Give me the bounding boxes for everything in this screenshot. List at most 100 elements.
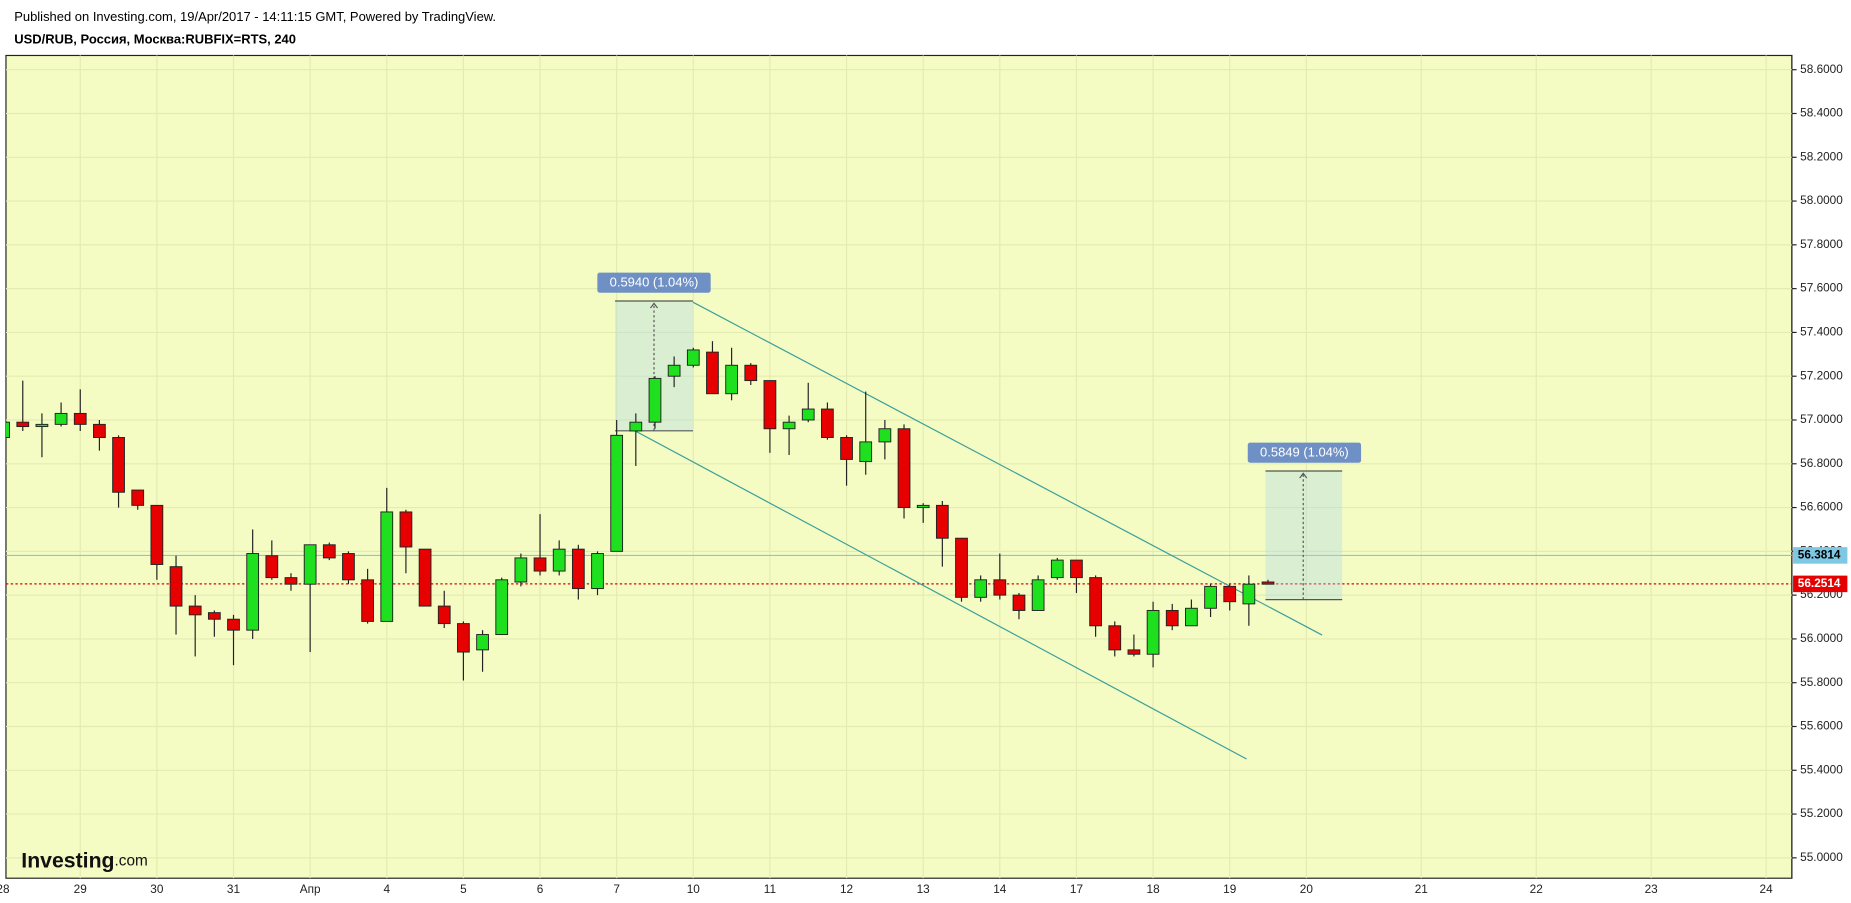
- candle-body: [361, 579, 374, 622]
- candle-body: [744, 364, 758, 382]
- price-label: 56.3814: [1798, 548, 1841, 562]
- x-tick-label: 17: [1070, 882, 1083, 896]
- y-tick-label: 55.2000: [1800, 806, 1843, 820]
- candle-body: [1223, 585, 1237, 603]
- y-tick-label: 58.6000: [1800, 62, 1843, 76]
- y-tick-label: 58.4000: [1800, 106, 1843, 120]
- candle-body: [1012, 594, 1026, 611]
- candle-body: [859, 441, 873, 463]
- candle-body: [993, 579, 1007, 596]
- candle-body: [342, 553, 355, 581]
- x-tick-label: 30: [150, 882, 164, 896]
- candle-body: [821, 408, 834, 438]
- candle-body: [265, 555, 279, 579]
- candle-body: [246, 553, 260, 631]
- candle-body: [227, 618, 240, 631]
- candle-body: [93, 423, 106, 438]
- x-tick-label: 4: [383, 882, 390, 896]
- x-tick-label: 24: [1760, 882, 1774, 896]
- y-tick-label: 55.4000: [1800, 762, 1843, 776]
- candle-body: [112, 437, 125, 493]
- candle-body: [399, 511, 413, 548]
- candle-body: [1070, 559, 1083, 579]
- candle-body: [974, 579, 988, 598]
- candle-body: [648, 377, 662, 423]
- candle-body: [322, 544, 336, 559]
- trend-line: [692, 301, 1323, 636]
- candle-body: [763, 380, 777, 430]
- x-tick-label: 22: [1530, 882, 1543, 896]
- candle-body: [207, 612, 221, 620]
- candle-body: [1108, 625, 1122, 651]
- measure-label-box: [597, 272, 711, 293]
- candle-body: [801, 408, 815, 421]
- candle-body: [495, 579, 509, 636]
- x-tick-label: Апр: [300, 882, 321, 896]
- candle-body: [457, 623, 470, 653]
- x-tick-label: 20: [1300, 882, 1314, 896]
- x-tick-label: 7: [613, 882, 620, 896]
- measure-label: 0.5849 (1.04%): [1260, 445, 1349, 460]
- x-tick-label: 5: [460, 882, 467, 896]
- candle-body: [955, 537, 968, 598]
- y-tick-label: 58.0000: [1800, 193, 1843, 207]
- axes-layer: 55.0000 55.2000 55.4000 55.6000 55.8000 56.00…: [0, 62, 1848, 896]
- x-tick-label: 18: [1147, 882, 1161, 896]
- candle-body: [725, 364, 738, 395]
- y-tick-label: 56.8000: [1800, 456, 1843, 470]
- candle-body: [1165, 609, 1179, 627]
- candle-body: [552, 548, 566, 572]
- candle-body: [1050, 559, 1064, 579]
- y-tick-label: 55.0000: [1800, 850, 1843, 864]
- y-tick-label: 55.6000: [1800, 719, 1843, 733]
- candle-body: [514, 557, 528, 583]
- x-tick-label: 29: [74, 882, 87, 896]
- candle-body: [706, 351, 719, 395]
- candle-body: [878, 428, 892, 443]
- candle-body: [169, 566, 183, 607]
- candle-body: [418, 548, 432, 607]
- measure-box: [1265, 470, 1343, 600]
- candle-body: [1185, 607, 1198, 627]
- y-tick-label: 57.4000: [1800, 325, 1843, 339]
- candle-body: [16, 421, 30, 428]
- candle-body: [1127, 649, 1141, 655]
- candle-body: [150, 504, 164, 565]
- candle-body: [591, 553, 604, 590]
- measure-label: 0.5940 (1.04%): [610, 275, 699, 290]
- candle-body: [897, 428, 911, 509]
- candle-body: [54, 412, 68, 425]
- x-tick-label: 23: [1645, 882, 1659, 896]
- measure-arrowhead: [1299, 472, 1308, 479]
- y-tick-label: 57.2000: [1800, 368, 1843, 382]
- candle-body: [1146, 609, 1160, 655]
- logo-name: Investing: [21, 848, 114, 872]
- price-label-box: [1793, 547, 1848, 564]
- x-tick-label: 11: [764, 882, 776, 896]
- trend-line: [634, 430, 1247, 760]
- y-tick-label: 55.8000: [1800, 675, 1843, 689]
- candle-body: [1204, 585, 1217, 609]
- measure-arrowhead: [649, 302, 659, 309]
- x-tick-label: 14: [993, 882, 1007, 896]
- measure-label-box: [1247, 442, 1362, 463]
- candle-body: [437, 605, 451, 625]
- price-label-box: [1793, 575, 1848, 593]
- y-tick-label: 57.0000: [1800, 412, 1843, 426]
- candle-body: [1031, 579, 1045, 611]
- x-tick-label: 6: [537, 882, 544, 896]
- x-tick-label: 10: [687, 882, 701, 896]
- chart-title: USD/RUB, Россия, Москва:RUBFIX=RTS, 240: [14, 32, 296, 47]
- candle-body: [629, 421, 643, 432]
- plot-layer: 0.5940 (1.04%) 0.5849 (1.04%) Investing.co…: [5, 55, 1792, 879]
- candle-body: [303, 544, 317, 585]
- published-note: Published on Investing.com, 19/Apr/2017 …: [14, 9, 496, 24]
- candle-body: [1089, 577, 1102, 627]
- candle-body: [5, 421, 10, 438]
- candle-body: [380, 511, 394, 622]
- candle-body: [1261, 581, 1275, 585]
- candle-body: [73, 412, 87, 425]
- x-tick-label: 21: [1415, 882, 1428, 896]
